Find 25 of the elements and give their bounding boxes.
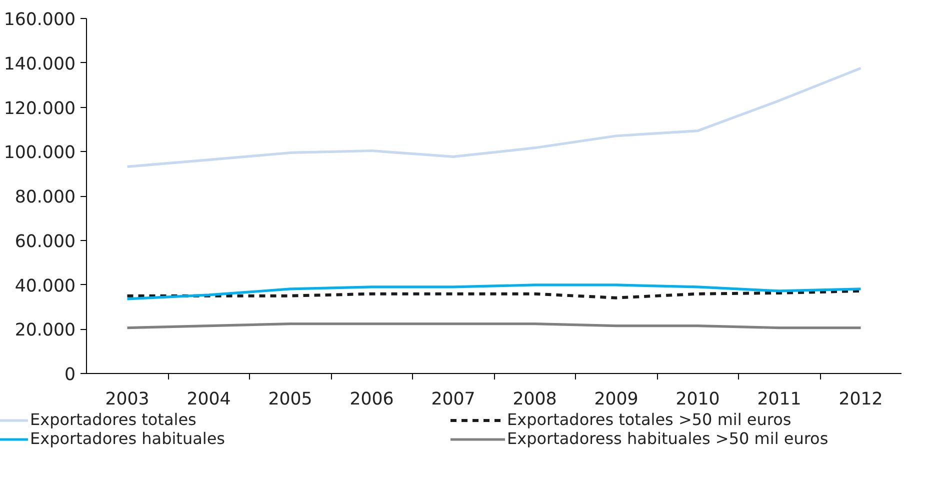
y-tick-label: 40.000: [14, 276, 76, 296]
y-tick-label: 120.000: [4, 98, 76, 119]
y-tick-label: 80.000: [14, 188, 76, 208]
x-tick-label: 2012: [838, 390, 883, 410]
y-tick-label: 140.000: [4, 54, 76, 74]
y-tick-label: 60.000: [14, 232, 76, 252]
line-series: [126, 66, 862, 168]
x-tick-label: 2004: [186, 390, 231, 410]
x-tick-label: 2011: [757, 390, 802, 410]
x-tick-label: 2006: [350, 390, 394, 410]
line-series: [126, 284, 862, 300]
x-tick-label: 2003: [105, 390, 150, 410]
x-tick-label: 2010: [676, 390, 720, 410]
x-tick-label: 2008: [512, 390, 557, 410]
legend-label: Exportadores habituales: [30, 429, 226, 448]
x-tick-label: 2007: [431, 390, 476, 410]
y-tick-label: 0: [64, 365, 76, 385]
x-tick-label: 2009: [594, 390, 638, 410]
legend-label: Exportadores totales: [30, 410, 198, 429]
legend-label: Exportadoress habituales >50 mil euros: [507, 429, 830, 448]
y-tick-label: 20.000: [14, 320, 76, 341]
legend-label: Exportadores totales >50 mil euros: [507, 410, 792, 429]
x-tick-label: 2005: [268, 390, 312, 410]
y-tick-label: 100.000: [4, 143, 76, 164]
y-tick-label: 160.000: [4, 10, 76, 30]
